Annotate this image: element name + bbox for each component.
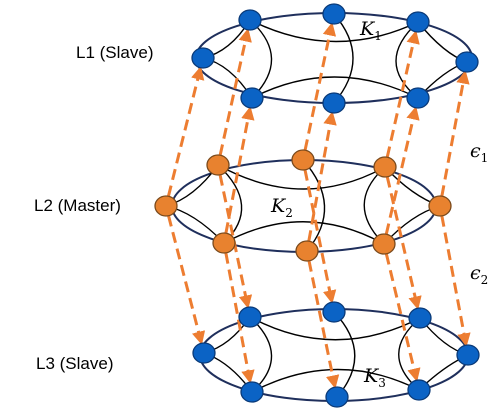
- inter-layer-arrow-10: [385, 30, 420, 158]
- intra-layer-edges: [165, 13, 469, 398]
- inter-layer-arrow-1: [167, 215, 206, 345]
- edge-l3-3: [249, 316, 273, 393]
- edge-l3-0: [249, 316, 421, 341]
- epsilon-2-label: ϵ2: [470, 262, 489, 287]
- node-l2-6: [212, 232, 236, 254]
- node-l1-6: [240, 87, 264, 109]
- inter-layer-arrow-8: [307, 111, 337, 242]
- inter-layer-arrow-12: [384, 106, 420, 235]
- node-l2-0: [206, 154, 230, 176]
- inter-layer-arrow-0: [166, 66, 205, 197]
- layer-l3-label: L3 (Slave): [36, 354, 114, 373]
- inter-layer-arrow-14: [440, 70, 470, 197]
- node-l3-0: [238, 306, 262, 328]
- edge-l3-2: [251, 368, 420, 393]
- inter-layer-arrow-4: [224, 106, 255, 234]
- node-l2-7: [154, 195, 178, 217]
- coupling-k2-label: K2: [271, 195, 293, 220]
- inter-layer-arrows: [166, 22, 471, 389]
- edge-l1-3: [249, 19, 273, 99]
- layer-l2-label: L2 (Master): [34, 196, 121, 215]
- edge-l2-2: [223, 221, 385, 245]
- edge-l1-0: [249, 19, 419, 43]
- node-l2-1: [291, 149, 315, 171]
- node-l3-3: [456, 344, 480, 366]
- inter-layer-arrow-6: [303, 22, 337, 151]
- inter-layer-arrow-3: [218, 174, 253, 309]
- edge-l2-1: [363, 166, 386, 245]
- node-l1-4: [406, 87, 430, 109]
- node-l3-5: [325, 386, 349, 408]
- node-l2-4: [372, 233, 396, 255]
- layer-ring-l1: [195, 12, 473, 104]
- inter-layer-arrow-13: [384, 253, 421, 382]
- edge-l1-2: [251, 76, 419, 99]
- node-l1-3: [455, 51, 479, 73]
- node-l3-6: [240, 381, 264, 403]
- node-l1-5: [322, 92, 346, 114]
- node-l1-0: [238, 9, 262, 31]
- node-l3-2: [408, 307, 432, 329]
- node-l1-7: [191, 47, 215, 69]
- inter-layer-arrow-5: [224, 252, 255, 384]
- inter-layer-arrow-11: [385, 176, 422, 310]
- layer-rings: [171, 12, 473, 402]
- node-l3-7: [192, 342, 216, 364]
- coupling-k3-label: K3: [364, 365, 386, 390]
- node-l2-5: [295, 240, 319, 262]
- edge-l3-8: [333, 311, 356, 398]
- edge-l2-8: [302, 159, 326, 252]
- layer-l1-label: L1 (Slave): [76, 43, 154, 62]
- epsilon-1-label: ϵ1: [470, 140, 489, 165]
- node-l2-2: [373, 156, 397, 178]
- inter-layer-arrow-9: [307, 260, 340, 389]
- inter-layer-arrow-15: [440, 215, 471, 347]
- inter-layer-arrow-2: [218, 28, 252, 156]
- inter-layer-arrow-7: [303, 169, 337, 304]
- coupling-k1-label: K1: [360, 18, 382, 43]
- node-l3-4: [407, 379, 431, 401]
- network-nodes: [154, 3, 480, 408]
- edge-l1-8: [333, 13, 354, 104]
- node-l3-1: [322, 301, 346, 323]
- node-l2-3: [428, 195, 452, 217]
- node-l1-2: [406, 11, 430, 33]
- node-l1-1: [322, 3, 346, 25]
